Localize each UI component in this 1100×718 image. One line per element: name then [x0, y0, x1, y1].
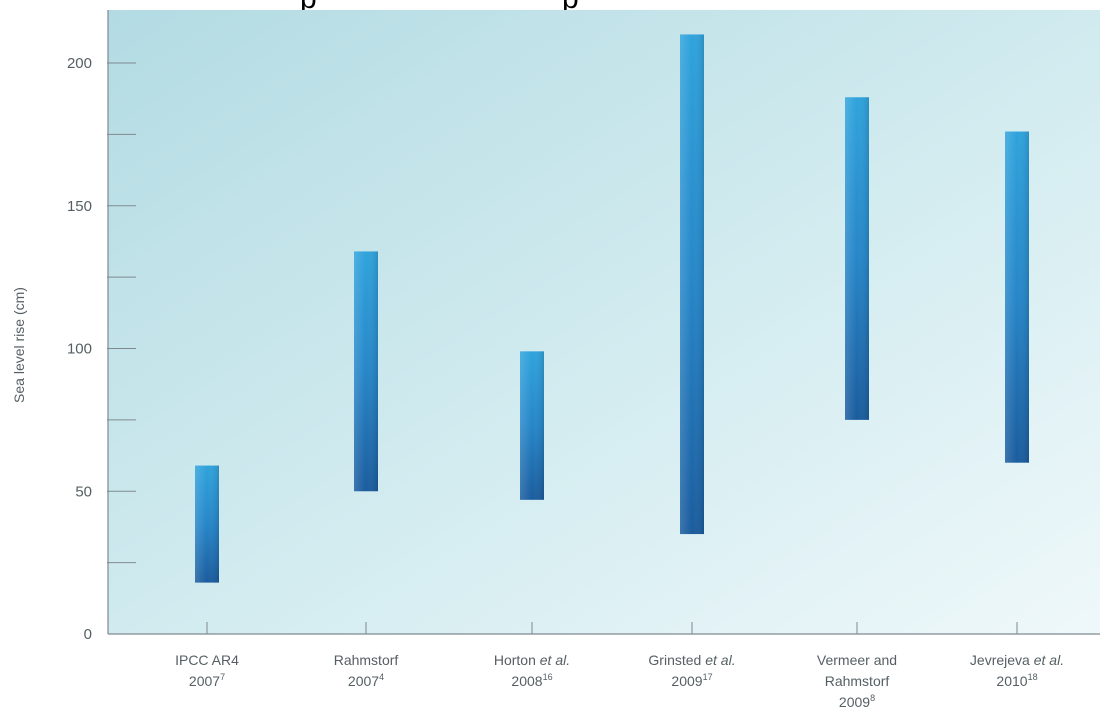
x-category-label: 200917 — [671, 672, 712, 689]
y-tick-label: 0 — [84, 626, 92, 643]
x-category-label: 201018 — [996, 672, 1037, 689]
y-tick-label: 150 — [67, 198, 92, 215]
x-category-label: IPCC AR4 — [175, 652, 239, 668]
x-category-label: Horton et al. — [494, 652, 570, 668]
range-bar-shade-1 — [195, 465, 219, 583]
y-tick-label: 50 — [75, 483, 92, 500]
range-bar-shade-3 — [520, 351, 544, 500]
plot-background — [108, 10, 1100, 634]
x-category-label: Rahmstorf — [825, 673, 890, 689]
x-category-label: 20098 — [839, 693, 875, 710]
x-category-label: Jevrejeva et al. — [970, 652, 1064, 668]
x-category-label: 20077 — [189, 672, 225, 689]
x-category-label: 200816 — [511, 672, 552, 689]
x-category-label: 20074 — [348, 672, 384, 689]
y-tick-label: 100 — [67, 341, 92, 358]
range-bar-shade-6 — [1005, 131, 1029, 463]
x-category-label: Grinsted et al. — [648, 652, 735, 668]
x-category-label: Rahmstorf — [334, 652, 399, 668]
range-bar-shade-5 — [845, 97, 869, 420]
x-category-label: Vermeer and — [817, 652, 897, 668]
cropped-title-fragment: p p — [0, 0, 1100, 10]
range-bar-shade-2 — [354, 251, 378, 492]
y-axis-label: Sea level rise (cm) — [11, 287, 27, 403]
y-tick-label: 200 — [67, 55, 92, 72]
range-bar-shade-4 — [680, 34, 704, 535]
